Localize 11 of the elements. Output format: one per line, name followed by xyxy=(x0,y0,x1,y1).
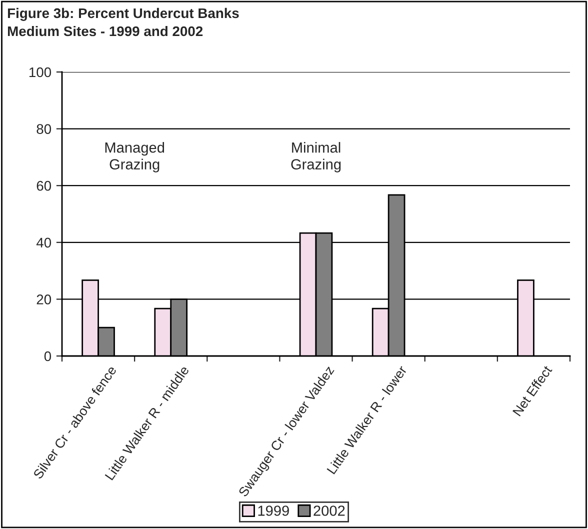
y-tick-label: 80 xyxy=(36,124,52,134)
y-tick-label: 0 xyxy=(44,351,52,362)
y-tick-label: 100 xyxy=(29,67,52,78)
chart-title: Figure 3b: Percent Undercut Banks Medium Sites - 1999 and 2002 xyxy=(8,8,239,36)
y-tick-label: 60 xyxy=(36,180,52,191)
legend-label: 2002 xyxy=(314,506,345,516)
annotation: Minimal Grazing xyxy=(291,142,341,172)
y-tick-label: 40 xyxy=(36,238,52,248)
y-tick-label: 20 xyxy=(36,294,52,304)
annotation: Managed Grazing xyxy=(105,142,164,172)
legend-label: 1999 xyxy=(258,506,289,516)
